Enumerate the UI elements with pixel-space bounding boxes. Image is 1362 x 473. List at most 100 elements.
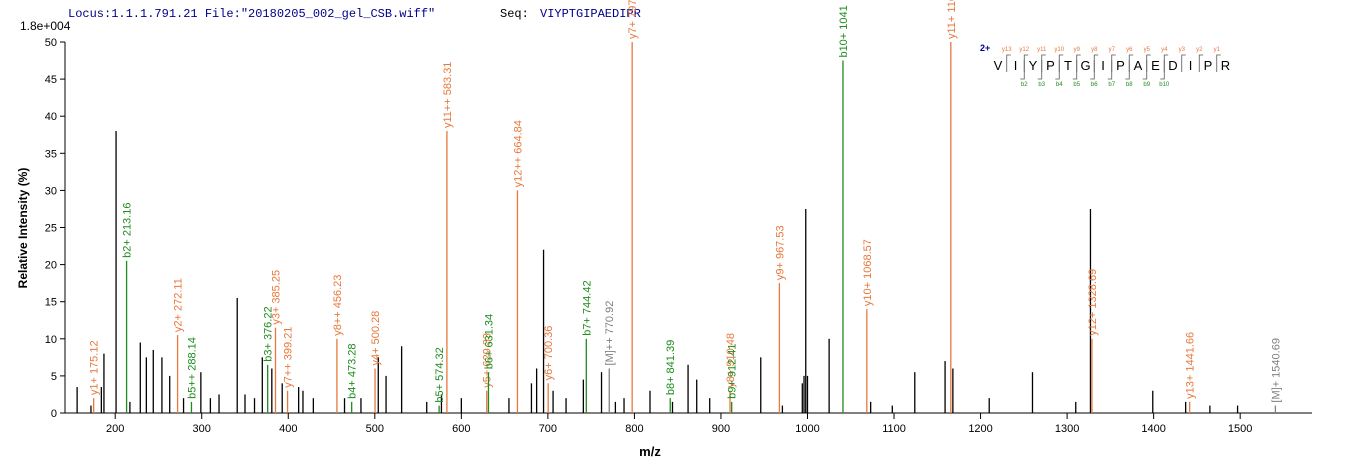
x-tick-label: 1100 [882,423,906,435]
y-tick-label: 30 [45,185,57,197]
peak-label: y1+ 175.12 [89,340,101,395]
b-ion-label: b6 [1091,82,1098,88]
y-tick-label: 40 [45,111,57,123]
y-ion-label: y9 [1074,47,1081,53]
y-ion-label: y12 [1019,47,1029,53]
peak-label: y6+ 700.36 [543,326,555,381]
peak-label: y7+ 797.4 [627,0,639,39]
b-ion-label: b7 [1108,82,1115,88]
y-tick-label: 0 [51,408,57,420]
b-ion-label: b9 [1143,82,1150,88]
y-ion-label: y4 [1161,47,1168,53]
y-ion-label: y11 [1037,47,1047,53]
peak-label: y7++ 399.21 [283,327,295,388]
x-tick-label: 500 [366,423,384,435]
peak-label: y8++ 456.23 [332,275,344,336]
fragment-mark [1023,54,1029,72]
peak-label: b10+ 1041 [838,5,850,57]
x-tick-label: 600 [452,423,470,435]
x-tick-label: 800 [625,423,643,435]
residue: P [1046,58,1055,73]
residue: P [1204,58,1213,73]
fragment-mark [1041,54,1046,72]
x-tick-label: 300 [193,423,211,435]
peak-label: [M]++ 770.92 [604,301,616,366]
b-ion-label: b10 [1159,82,1170,88]
b-ion-label: b4 [1056,82,1063,88]
scale-label: 1.8e+004 [20,19,71,33]
residue: A [1134,58,1143,73]
fragment-mark [1125,60,1130,80]
y-ion-label: y10 [1054,47,1064,53]
x-tick-label: 400 [279,423,297,435]
charge-label: 2+ [980,43,990,53]
y-tick-label: 15 [45,297,57,309]
peak-label: b5+ 574.32 [434,347,446,402]
y-axis-label: Relative Intensity (%) [16,168,30,289]
residue: R [1221,58,1230,73]
peak-label: b7+ 744.42 [581,280,593,335]
peak-label: b5++ 288.14 [186,337,198,399]
peak-label: b2+ 213.16 [122,203,134,258]
fragment-mark [1055,60,1060,80]
fragment-mark [1107,60,1113,80]
fragment-mark [1072,60,1078,80]
y-tick-label: 35 [45,148,57,160]
peak-label: y12+ 1328.69 [1087,269,1099,336]
peak-label: y2+ 272.11 [173,278,185,332]
x-tick-label: 700 [539,423,557,435]
x-tick-label: 200 [106,423,124,435]
y-ion-label: y3 [1179,47,1186,53]
fragment-mark [1006,54,1011,72]
y-tick-label: 10 [45,334,57,346]
fragment-mark [1216,54,1221,72]
b-ion-label: b5 [1073,82,1080,88]
residue: V [994,58,1003,73]
fragment-mark [1146,54,1151,72]
residue: P [1116,58,1125,73]
y-tick-label: 5 [51,371,57,383]
x-tick-label: 1000 [795,423,819,435]
b-ion-label: b3 [1038,82,1045,88]
y-ion-label: y6 [1126,47,1133,53]
y-ion-label: y8 [1091,47,1098,53]
y-ion-label: y1 [1214,47,1221,53]
seq-label: Seq: [500,7,529,21]
x-axis-label: m/z [639,444,661,459]
y-ion-label: y5 [1144,47,1151,53]
peak-label: y3+ 385.25 [271,270,283,325]
fragment-mark [1198,54,1204,72]
fragment-mark [1093,54,1099,72]
b-ion-label: b2 [1021,82,1028,88]
y-tick-label: 20 [45,260,57,272]
fragment-mark [1111,54,1116,72]
seq-text: VIYPTGIPAEDIPR [540,7,641,21]
fragment-mark [1058,54,1064,72]
b-ion-label: b8 [1126,82,1133,88]
peak-label: y12++ 664.84 [512,120,524,187]
residue: I [1189,58,1193,73]
chart-title: Locus:1.1.1.791.21 File:"20180205_002_ge… [68,7,435,21]
residue: G [1080,58,1090,73]
peak-label: y5+ 629.33 [482,333,494,388]
y-tick-label: 25 [45,223,57,235]
peak-label: b6+ 631.34 [483,314,495,369]
y-tick-label: 50 [45,37,57,49]
x-tick-label: 1200 [968,423,992,435]
x-tick-label: 1300 [1055,423,1079,435]
peak-label: y11+ 1165.62 [946,0,958,39]
residue: I [1014,58,1018,73]
x-tick-label: 900 [712,423,730,435]
fragment-mark [1142,60,1148,80]
peak-label: b8+ 841.39 [665,340,677,395]
y-tick-label: 45 [45,74,57,86]
fragment-mark [1181,54,1186,72]
residue: Y [1029,58,1038,73]
peak-label: y11++ 583.31 [442,62,454,128]
peak-label: y9+ 967.53 [774,225,786,280]
fragment-mark [1037,60,1043,80]
fragment-mark [1020,60,1025,80]
fragment-mark [1160,60,1165,80]
peak-label: b4+ 473.28 [347,343,359,398]
